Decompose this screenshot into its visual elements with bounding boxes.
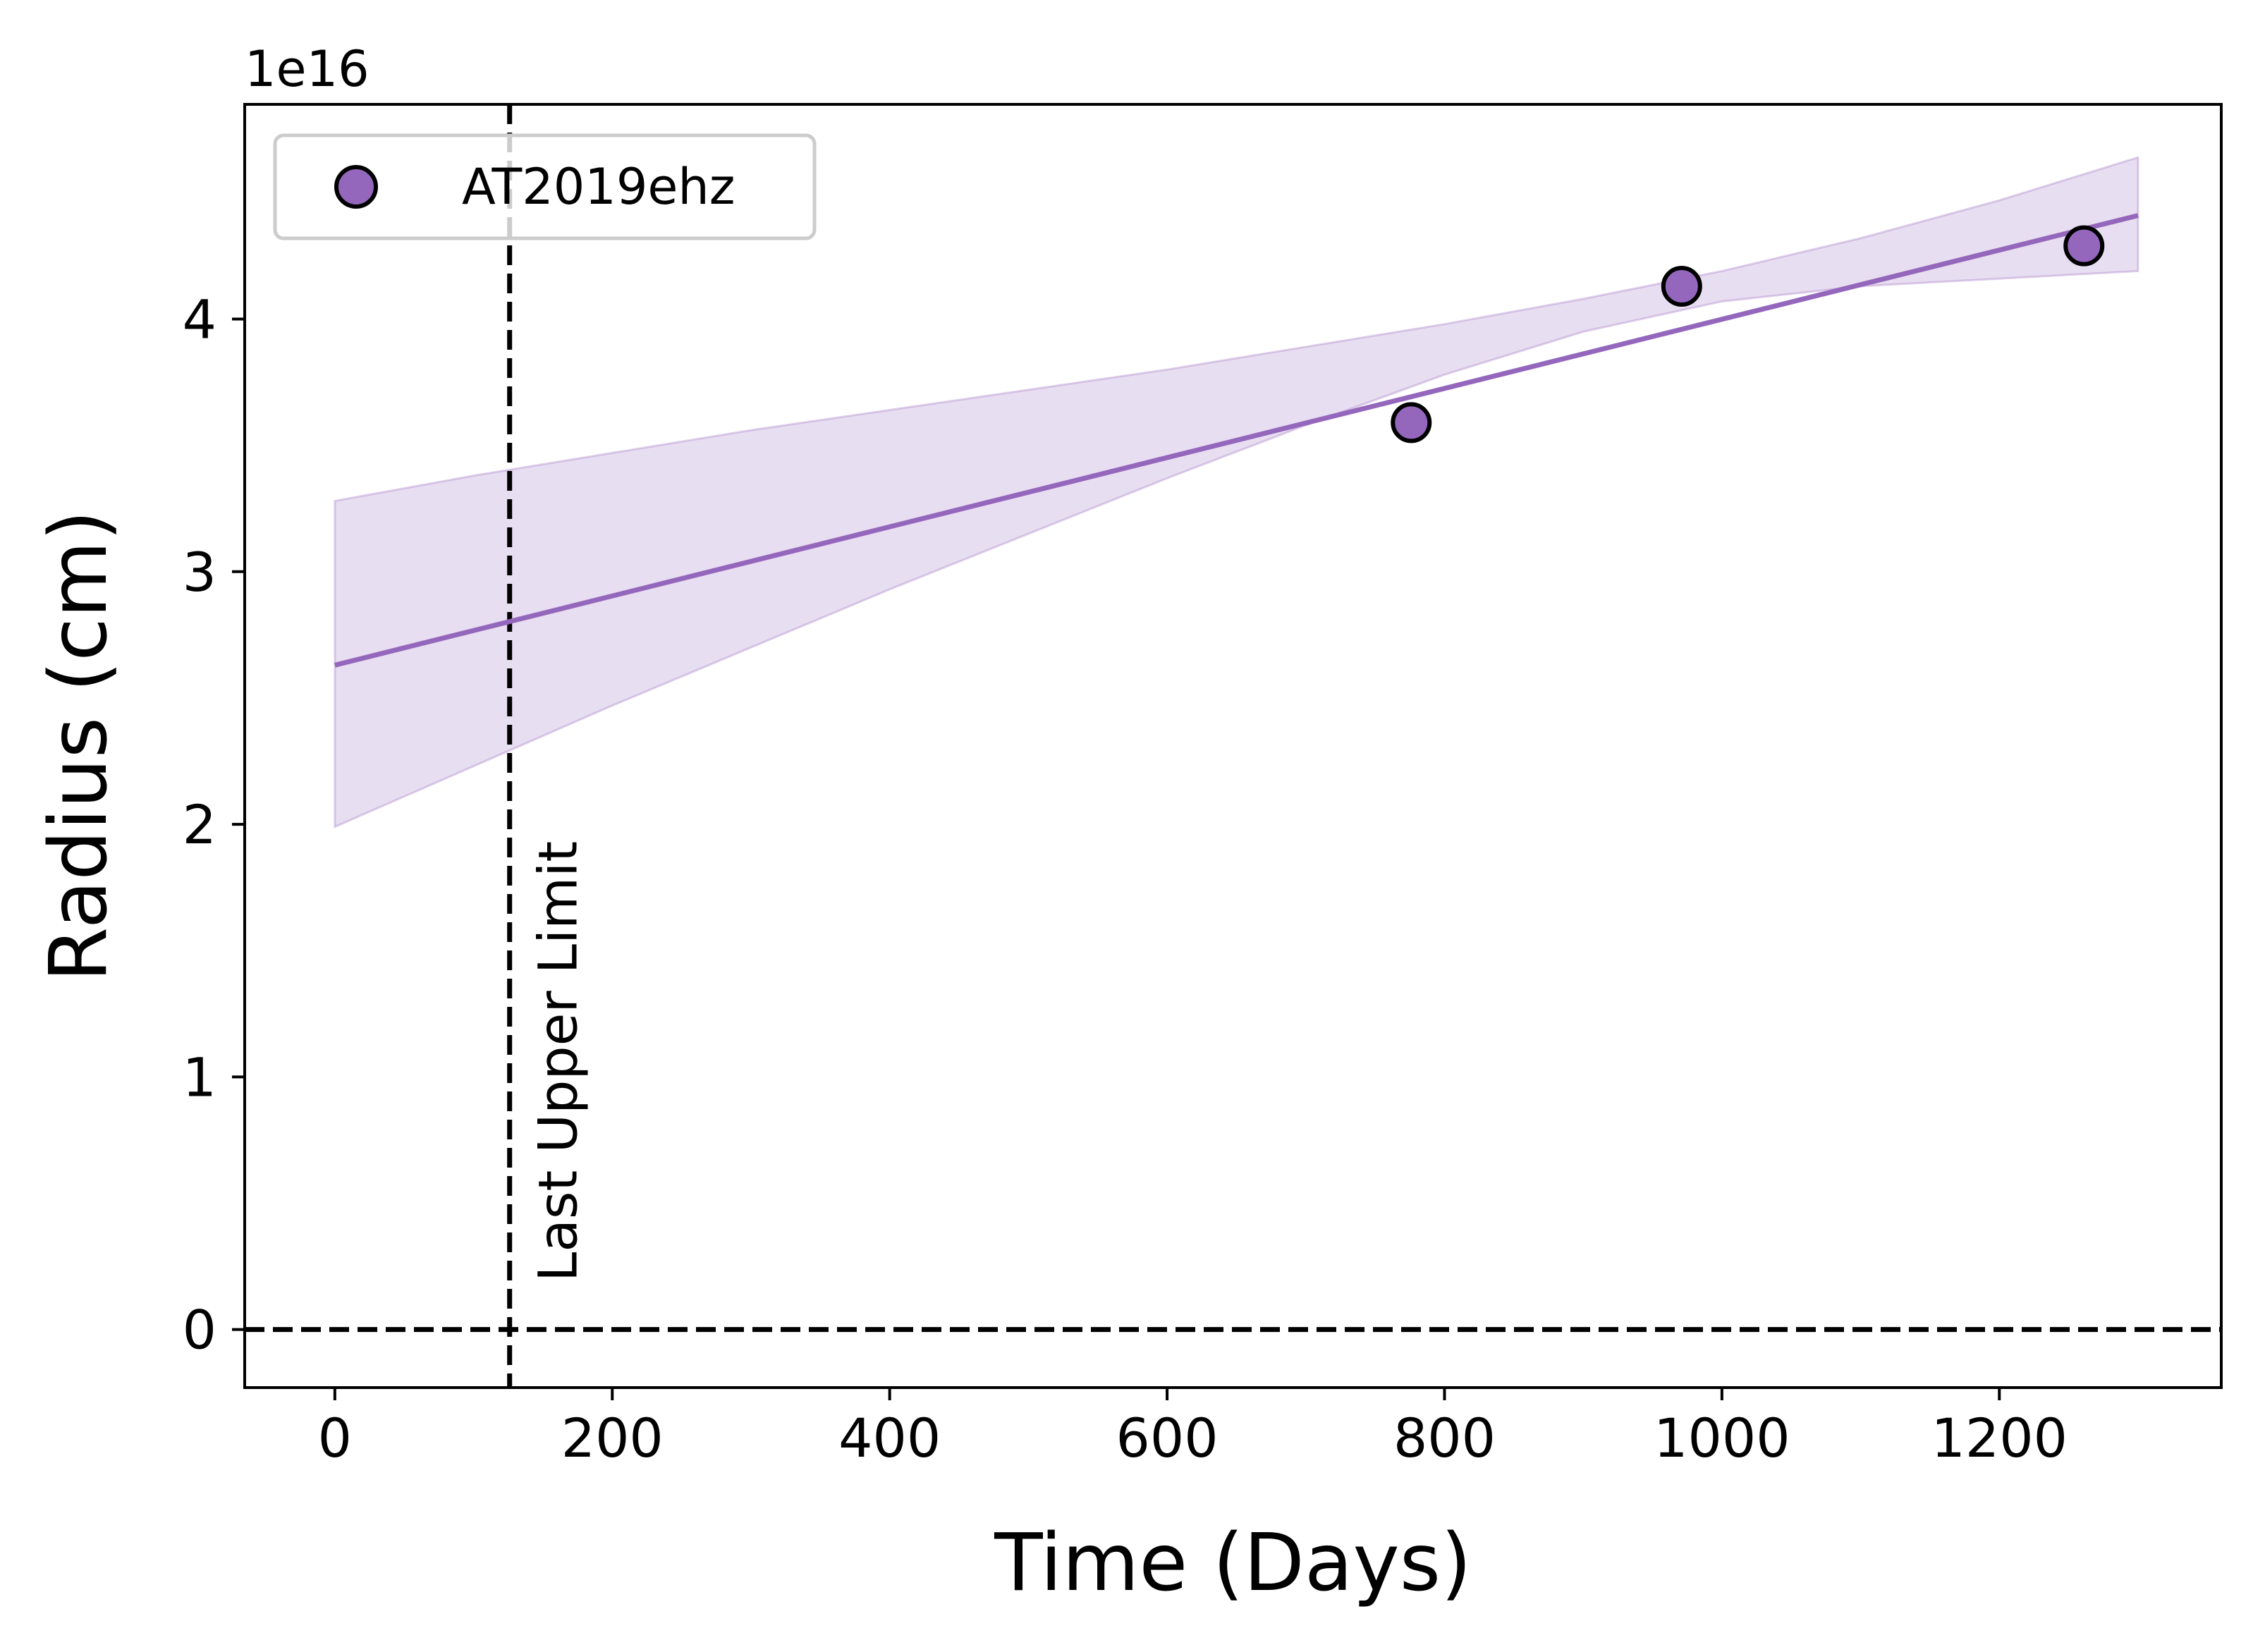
data-point xyxy=(1391,402,1432,443)
fit-line xyxy=(334,213,2139,668)
x-tick-label: 1000 xyxy=(1654,1407,1790,1469)
x-axis-label: Time (Days) xyxy=(994,1517,1472,1609)
data-point xyxy=(1661,265,1702,307)
x-tick-label: 800 xyxy=(1393,1407,1496,1469)
y-offset-label: 1e16 xyxy=(245,40,370,98)
legend-marker xyxy=(334,165,378,209)
fit-line-layer xyxy=(334,213,2139,668)
legend-label: AT2019ehz xyxy=(462,158,735,216)
y-tick-label: 2 xyxy=(183,793,216,856)
y-tick-label: 4 xyxy=(183,288,216,351)
x-tick-label: 400 xyxy=(838,1407,941,1469)
x-tick-label: 1200 xyxy=(1931,1407,2068,1469)
text-layer: Last Upper Limit 0 200 400 600 800 1000 1200 0 1 2… xyxy=(33,40,2068,1609)
confidence-band xyxy=(334,156,2139,828)
data-point xyxy=(2063,225,2105,267)
y-tick-label: 3 xyxy=(183,541,216,604)
confidence-band-layer xyxy=(334,156,2139,828)
last-upper-limit-label: Last Upper Limit xyxy=(527,841,590,1282)
plot-frame xyxy=(243,103,2223,1389)
x-tick-label: 0 xyxy=(318,1407,352,1469)
x-tick-label: 600 xyxy=(1116,1407,1219,1469)
legend-box xyxy=(273,133,817,240)
data-points-layer xyxy=(1391,225,2105,443)
y-tick-label: 0 xyxy=(183,1299,216,1362)
legend: AT2019ehz xyxy=(273,133,817,240)
reference-lines-layer xyxy=(245,104,2221,1388)
axes-layer xyxy=(232,103,2223,1400)
y-axis-label: Radius (cm) xyxy=(33,510,125,981)
x-tick-label: 200 xyxy=(561,1407,664,1469)
y-tick-label: 1 xyxy=(183,1046,216,1108)
